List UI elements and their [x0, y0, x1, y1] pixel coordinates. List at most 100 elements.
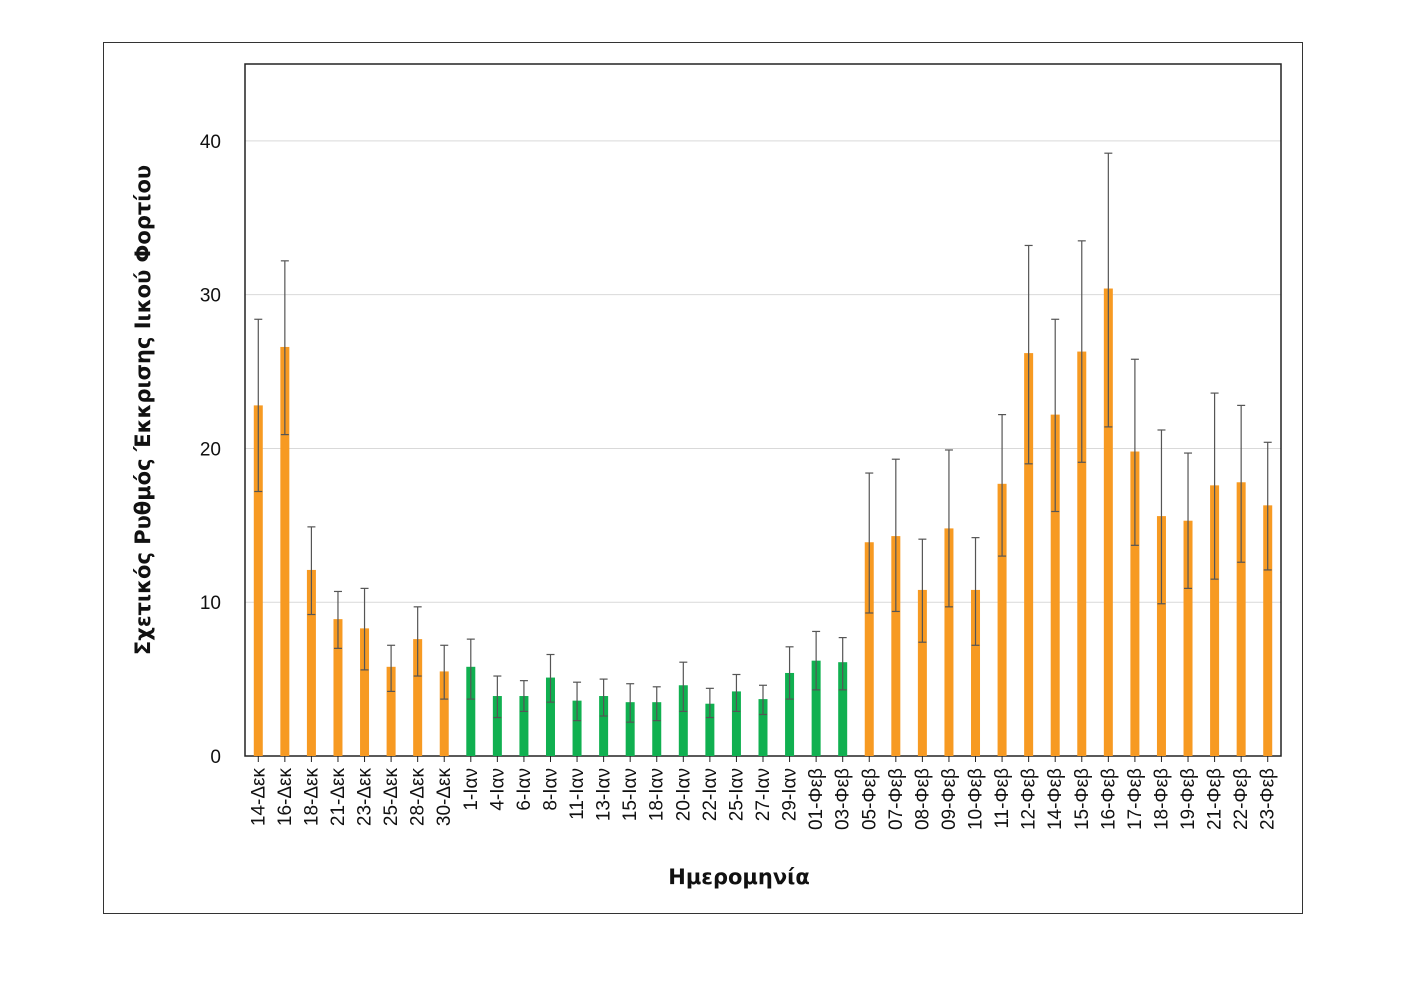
error-bar — [891, 458, 900, 613]
bar — [1050, 414, 1060, 756]
x-tick-label: 01-Φεβ — [806, 768, 827, 830]
bar — [1130, 451, 1140, 756]
bar — [811, 660, 821, 756]
bar — [413, 639, 423, 756]
bar — [572, 700, 582, 756]
bar — [386, 666, 396, 756]
bar — [1156, 516, 1166, 756]
x-tick-label: 17-Φεβ — [1125, 768, 1146, 830]
x-tick-label: 30-Δεκ — [434, 768, 455, 827]
x-tick-label: 10-Φεβ — [966, 768, 987, 830]
error-bar — [360, 587, 369, 671]
error-bar — [546, 653, 555, 703]
error-bar — [1210, 392, 1219, 580]
bar — [785, 672, 795, 756]
bar — [891, 536, 901, 756]
x-tick-label: 16-Φεβ — [1098, 768, 1119, 830]
x-tick-label: 12-Φεβ — [1019, 768, 1040, 830]
y-tick-label: 20 — [200, 439, 221, 460]
bar — [1077, 351, 1087, 756]
error-bar — [573, 681, 582, 722]
error-bar — [599, 678, 608, 717]
bar — [838, 662, 848, 756]
x-tick-label: 8-Ιαν — [540, 768, 561, 811]
y-tick-label: 40 — [200, 132, 221, 153]
x-tick-label: 11-Φεβ — [992, 768, 1013, 829]
x-tick-label: 07-Φεβ — [886, 768, 907, 830]
bar — [652, 702, 662, 756]
bar — [519, 696, 529, 756]
x-tick-label: 03-Φεβ — [833, 768, 854, 830]
y-axis-title: Σχετικός Ρυθμός Έκκρισης Ιικού Φορτίου — [131, 165, 155, 655]
error-bar — [466, 638, 475, 700]
error-bar — [1104, 152, 1113, 428]
x-tick-label: 23-Δεκ — [355, 768, 376, 827]
error-bar — [865, 472, 874, 614]
x-tick-label: 6-Ιαν — [514, 768, 535, 811]
y-tick-label: 0 — [210, 747, 221, 768]
error-bar — [440, 644, 449, 700]
bar — [864, 542, 874, 756]
x-tick-label: 25-Δεκ — [381, 768, 402, 827]
x-axis-title: Ημερομηνία — [668, 865, 810, 889]
y-axis-ticks: 0 10 20 30 40 — [200, 132, 221, 768]
y-tick-label: 10 — [200, 593, 221, 614]
x-tick-label: 16-Δεκ — [275, 768, 296, 827]
error-bar — [971, 537, 980, 646]
bars — [253, 288, 1273, 756]
error-bar — [732, 673, 741, 713]
error-bar — [280, 260, 289, 436]
x-tick-label: 05-Φεβ — [859, 768, 880, 830]
x-tick-label: 13-Ιαν — [594, 768, 615, 821]
x-tick-label: 21-Δεκ — [328, 768, 349, 827]
y-tick-label: 30 — [200, 286, 221, 307]
error-bar — [1077, 240, 1086, 463]
error-bar — [1184, 452, 1193, 589]
error-bar — [1157, 429, 1166, 605]
error-bar — [1130, 358, 1139, 546]
bar — [360, 628, 370, 756]
bar — [306, 569, 316, 756]
x-tick-label: 27-Ιαν — [753, 768, 774, 821]
bar — [492, 696, 502, 756]
bar — [1210, 485, 1220, 756]
bar — [997, 483, 1007, 756]
error-bar — [1237, 404, 1246, 563]
x-tick-label: 15-Φεβ — [1072, 768, 1093, 830]
bar — [253, 405, 263, 756]
x-tick-label: 09-Φεβ — [939, 768, 960, 830]
x-tick-label: 4-Ιαν — [487, 768, 508, 811]
x-tick-label: 20-Ιαν — [673, 768, 694, 821]
x-axis-ticks: 14-Δεκ 16-Δεκ 18-Δεκ 21-Δεκ 23-Δεκ 25-Δεκ 28-Δ… — [248, 756, 1279, 830]
x-tick-label: 28-Δεκ — [408, 768, 429, 827]
x-tick-label: 22-Φεβ — [1231, 768, 1252, 830]
x-tick-label: 22-Ιαν — [700, 768, 721, 821]
error-bar — [944, 449, 953, 608]
bar — [678, 685, 688, 756]
bar — [1024, 353, 1034, 756]
error-bar — [387, 644, 396, 693]
x-tick-label: 29-Ιαν — [780, 768, 801, 821]
error-bar — [759, 684, 767, 716]
error-bars — [254, 152, 1272, 723]
gridlines — [245, 140, 1281, 603]
x-tick-label: 15-Ιαν — [620, 768, 641, 821]
error-bar — [493, 675, 502, 719]
bar — [333, 619, 343, 756]
error-bar — [254, 318, 263, 493]
error-bar — [307, 526, 316, 616]
error-bar — [838, 636, 847, 691]
error-bar — [785, 646, 794, 700]
x-tick-label: 18-Ιαν — [647, 768, 668, 821]
error-bar — [413, 606, 422, 677]
bar — [1263, 505, 1273, 756]
bar — [466, 666, 476, 756]
error-bar — [1024, 244, 1033, 465]
error-bar — [1051, 318, 1060, 513]
error-bar — [812, 630, 821, 691]
x-tick-label: 18-Δεκ — [301, 768, 322, 827]
x-tick-label: 25-Ιαν — [726, 768, 747, 821]
bar — [1236, 482, 1246, 756]
bar — [439, 671, 449, 756]
